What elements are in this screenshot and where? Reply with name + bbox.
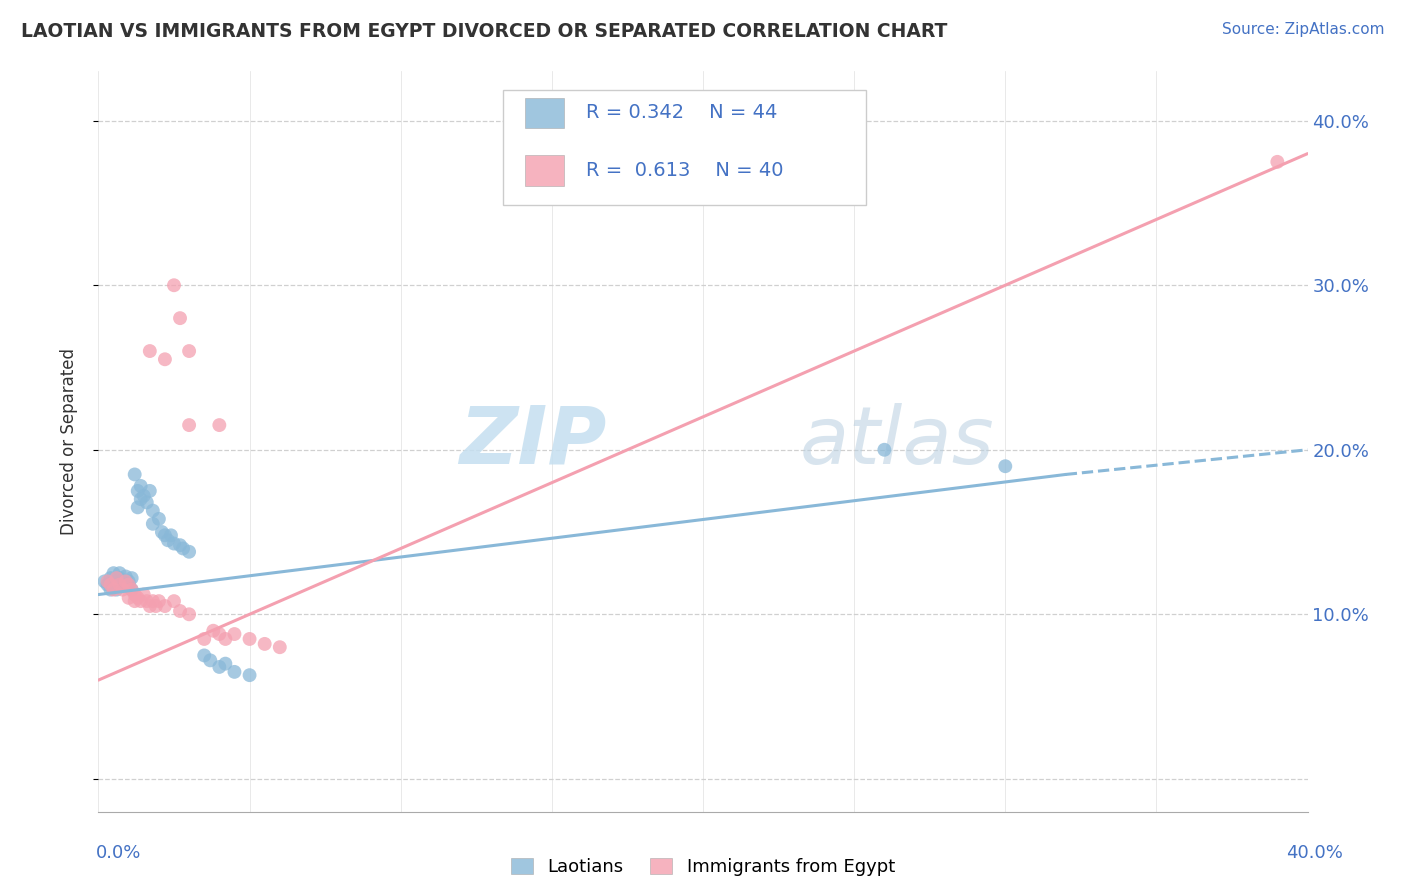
Point bbox=[142, 516, 165, 531]
Point bbox=[153, 352, 176, 367]
Text: R =  0.613    N = 40: R = 0.613 N = 40 bbox=[586, 161, 783, 180]
Point bbox=[111, 577, 134, 591]
Point bbox=[873, 442, 896, 457]
Point bbox=[208, 627, 231, 641]
Y-axis label: Divorced or Separated: Divorced or Separated bbox=[59, 348, 77, 535]
Point bbox=[118, 574, 141, 589]
Point bbox=[142, 594, 165, 608]
Point bbox=[132, 588, 155, 602]
Point bbox=[127, 483, 149, 498]
Point bbox=[193, 648, 215, 663]
Point bbox=[96, 577, 118, 591]
Point bbox=[179, 344, 201, 359]
Point bbox=[127, 500, 149, 515]
Point bbox=[135, 594, 157, 608]
Point bbox=[163, 594, 186, 608]
Point bbox=[114, 569, 136, 583]
Point bbox=[142, 503, 165, 517]
FancyBboxPatch shape bbox=[503, 90, 866, 204]
Point bbox=[100, 577, 122, 591]
Point bbox=[105, 574, 128, 589]
Point bbox=[193, 632, 215, 646]
Point bbox=[127, 591, 149, 605]
Point bbox=[208, 660, 231, 674]
Text: atlas: atlas bbox=[800, 402, 994, 481]
Bar bbox=[526, 97, 564, 128]
Point bbox=[239, 668, 262, 682]
Point bbox=[105, 571, 128, 585]
Point bbox=[200, 653, 222, 667]
Point bbox=[214, 657, 236, 671]
Point bbox=[172, 541, 194, 556]
Point bbox=[108, 566, 131, 581]
Point bbox=[169, 604, 191, 618]
Point bbox=[103, 566, 125, 581]
Point bbox=[224, 665, 246, 679]
Point bbox=[239, 632, 262, 646]
Text: 0.0%: 0.0% bbox=[96, 844, 141, 862]
Text: R = 0.342    N = 44: R = 0.342 N = 44 bbox=[586, 103, 778, 122]
Point bbox=[111, 574, 134, 589]
Point bbox=[163, 278, 186, 293]
Point bbox=[150, 524, 173, 539]
Point bbox=[153, 528, 176, 542]
Point bbox=[179, 545, 201, 559]
Point bbox=[129, 492, 152, 507]
Point bbox=[163, 536, 186, 550]
Point bbox=[132, 489, 155, 503]
Point bbox=[135, 495, 157, 509]
Point bbox=[1267, 154, 1289, 169]
Point bbox=[124, 594, 146, 608]
Legend: Laotians, Immigrants from Egypt: Laotians, Immigrants from Egypt bbox=[512, 857, 894, 876]
Point bbox=[103, 577, 125, 591]
Point bbox=[129, 594, 152, 608]
Point bbox=[269, 640, 291, 655]
Point bbox=[139, 344, 162, 359]
Point bbox=[108, 577, 131, 591]
Point bbox=[148, 512, 170, 526]
Point bbox=[208, 418, 231, 433]
Point bbox=[253, 637, 276, 651]
Text: LAOTIAN VS IMMIGRANTS FROM EGYPT DIVORCED OR SEPARATED CORRELATION CHART: LAOTIAN VS IMMIGRANTS FROM EGYPT DIVORCE… bbox=[21, 22, 948, 41]
Point bbox=[148, 594, 170, 608]
Point bbox=[93, 574, 115, 589]
Point bbox=[169, 311, 191, 326]
Point bbox=[214, 632, 236, 646]
Point bbox=[145, 599, 167, 613]
Point bbox=[224, 627, 246, 641]
Point bbox=[121, 582, 143, 597]
Bar bbox=[526, 155, 564, 186]
Point bbox=[202, 624, 225, 638]
Point bbox=[169, 538, 191, 552]
Point bbox=[100, 582, 122, 597]
Point bbox=[139, 599, 162, 613]
Point bbox=[111, 582, 134, 597]
Text: 40.0%: 40.0% bbox=[1286, 844, 1343, 862]
Point bbox=[118, 577, 141, 591]
Text: Source: ZipAtlas.com: Source: ZipAtlas.com bbox=[1222, 22, 1385, 37]
Point bbox=[153, 599, 176, 613]
Point bbox=[108, 571, 131, 585]
Point bbox=[124, 588, 146, 602]
Point bbox=[105, 582, 128, 597]
Point bbox=[121, 582, 143, 597]
Point bbox=[139, 483, 162, 498]
Point bbox=[156, 533, 179, 548]
Point bbox=[118, 591, 141, 605]
Point bbox=[994, 459, 1017, 474]
Point bbox=[121, 571, 143, 585]
Point bbox=[100, 571, 122, 585]
Point bbox=[179, 418, 201, 433]
Point bbox=[118, 577, 141, 591]
Point bbox=[124, 467, 146, 482]
Point bbox=[103, 582, 125, 597]
Point bbox=[160, 528, 183, 542]
Point bbox=[129, 479, 152, 493]
Point bbox=[114, 574, 136, 589]
Point bbox=[179, 607, 201, 622]
Point bbox=[96, 574, 118, 589]
Text: ZIP: ZIP bbox=[458, 402, 606, 481]
